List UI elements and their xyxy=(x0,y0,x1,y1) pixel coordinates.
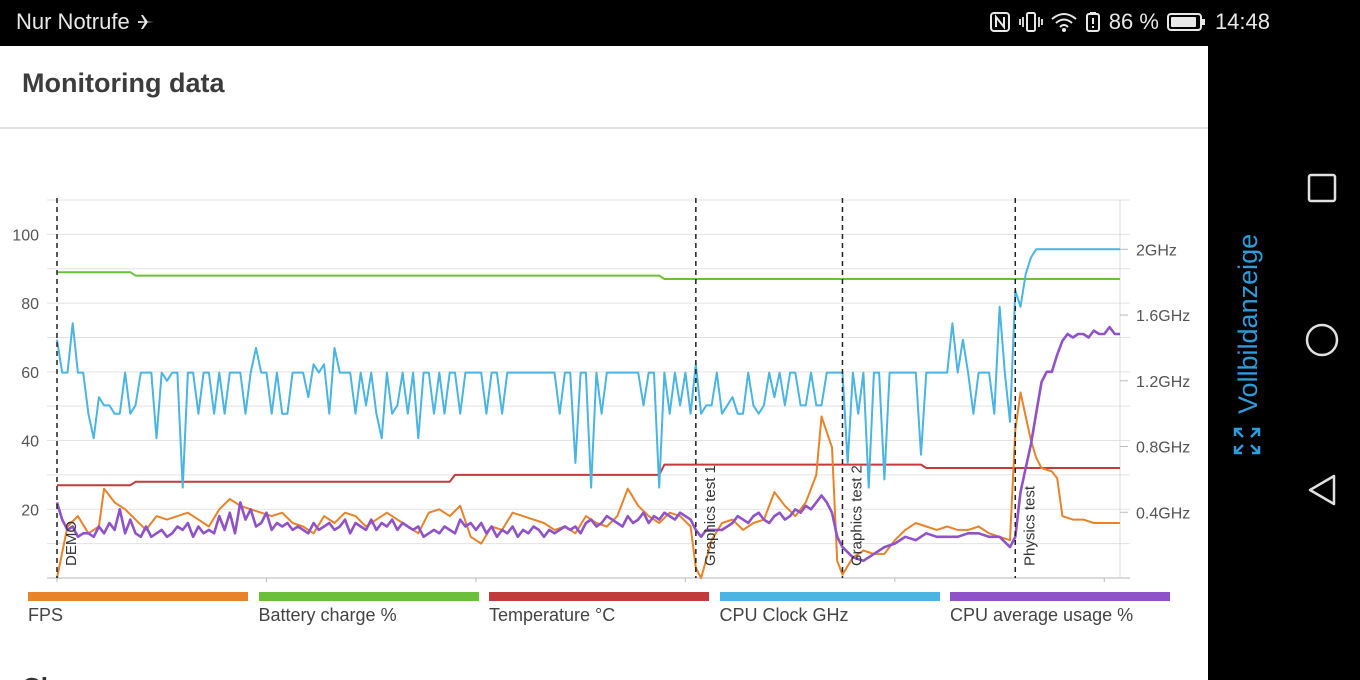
y-tick-label-right: 1.2GHz xyxy=(1136,374,1190,391)
circle-icon xyxy=(1305,323,1339,357)
test-marker-label: Physics test xyxy=(1021,485,1038,566)
fullscreen-label: Vollbildanzeige xyxy=(1233,233,1263,414)
series-line-temperature xyxy=(57,463,1120,487)
clock-time: 14:48 xyxy=(1214,9,1270,34)
wifi-icon xyxy=(1051,11,1077,33)
legend-label: CPU average usage % xyxy=(950,605,1134,625)
test-marker-label: Graphics test 2 xyxy=(848,465,865,566)
page-title: Monitoring data xyxy=(22,68,225,98)
legend-swatch xyxy=(950,592,1170,601)
status-right: 86 % 14:48 xyxy=(989,9,1270,35)
legend-swatch xyxy=(28,592,248,601)
carrier-text: Nur Notrufe xyxy=(16,9,130,34)
legend-label: FPS xyxy=(28,605,64,625)
nfc-icon xyxy=(989,11,1011,33)
battery-saver-icon xyxy=(1085,11,1101,33)
airplane-icon xyxy=(136,12,156,32)
monitoring-card: Monitoring data 20 40 60 80 100 0.4GHz 0.8GHz 1… xyxy=(0,46,1208,680)
y-tick-label-left: 100 xyxy=(12,227,39,244)
back-triangle-icon xyxy=(1308,474,1336,506)
legend-swatch xyxy=(489,592,709,601)
series-line-cpu-clock xyxy=(56,248,1120,489)
battery-icon xyxy=(1166,12,1207,32)
status-left: Nur Notrufe xyxy=(16,9,156,35)
next-section-heading: Cl xyxy=(22,672,48,680)
y-tick-label-left: 20 xyxy=(21,502,39,519)
vibrate-icon xyxy=(1018,11,1043,33)
battery-percent: 86 % xyxy=(1108,9,1159,34)
recent-apps-button[interactable] xyxy=(1300,166,1344,210)
card-header: Monitoring data xyxy=(0,46,1208,129)
fullscreen-icon xyxy=(1232,426,1262,461)
legend-item-temperature[interactable]: Temperature °C xyxy=(489,592,709,626)
back-button[interactable] xyxy=(1300,468,1344,512)
square-icon xyxy=(1307,173,1337,203)
y-tick-label-left: 60 xyxy=(21,365,39,382)
legend-item-cpu-usage[interactable]: CPU average usage % xyxy=(950,592,1170,626)
series-line-cpu-usage xyxy=(55,325,1120,563)
y-tick-label-right: 1.6GHz xyxy=(1136,308,1190,325)
y-tick-label-right: 2GHz xyxy=(1136,242,1177,259)
legend-item-battery[interactable]: Battery charge % xyxy=(258,592,479,626)
chart-legend: FPS Battery charge % Temperature °C CPU Clo… xyxy=(28,592,1188,632)
legend-item-cpu-clock[interactable]: CPU Clock GHz xyxy=(719,592,940,626)
home-button[interactable] xyxy=(1300,318,1344,362)
legend-item-fps[interactable]: FPS xyxy=(28,592,248,626)
series-line-battery xyxy=(57,271,1120,280)
legend-swatch xyxy=(719,592,940,601)
fullscreen-button[interactable]: Vollbildanzeige xyxy=(1228,220,1268,460)
legend-label: CPU Clock GHz xyxy=(719,605,849,625)
legend-label: Temperature °C xyxy=(489,605,616,625)
y-tick-label-left: 40 xyxy=(21,434,39,451)
status-bar: Nur Notrufe 86 % 14:48 xyxy=(0,0,1360,46)
navigation-bar xyxy=(1208,46,1360,680)
legend-swatch xyxy=(258,592,479,601)
y-tick-label-right: 0.8GHz xyxy=(1136,440,1190,457)
test-marker-label: Graphics test 1 xyxy=(702,465,719,566)
monitoring-chart: 204060801000.4GHz0.8GHz1.2GHz1.6GHz2GHz0… xyxy=(12,198,1190,582)
test-marker-label: DEMO xyxy=(63,521,80,566)
y-tick-label-left: 80 xyxy=(21,296,39,313)
y-tick-label-right: 0.4GHz xyxy=(1136,505,1190,522)
legend-label: Battery charge % xyxy=(258,605,397,625)
